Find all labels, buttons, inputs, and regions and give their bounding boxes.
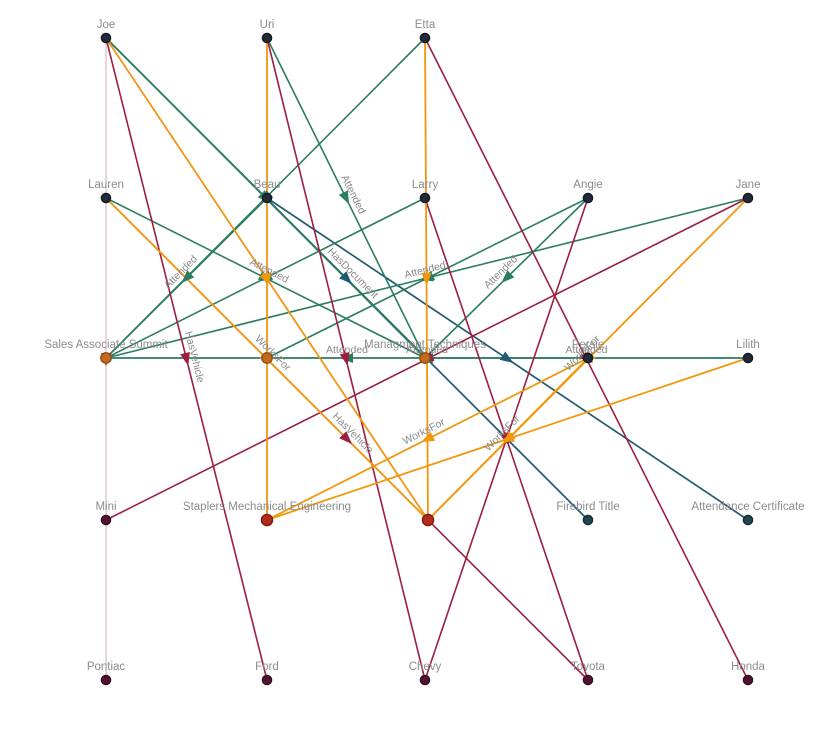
arrowhead-hasvehicle-uri-chevy xyxy=(339,351,350,366)
node-label-sas: Sales Associate Summit xyxy=(44,339,168,351)
node-jane[interactable] xyxy=(742,192,754,204)
node-label-larry: Larry xyxy=(412,179,438,191)
node-label-ford: Ford xyxy=(255,661,279,673)
node-label-joe: Joe xyxy=(97,19,116,31)
node-etta[interactable] xyxy=(419,32,431,44)
edge-label-hasdocument-joe-firebird: HasDocument xyxy=(325,246,381,302)
node-chevy[interactable] xyxy=(419,674,431,686)
node-label-toyota: Toyota xyxy=(571,661,605,673)
node-mini[interactable] xyxy=(100,514,112,526)
node-sas[interactable] xyxy=(100,352,112,364)
node-company2[interactable] xyxy=(421,513,435,527)
arrowhead-worksfor-persie-sme xyxy=(421,431,436,443)
node-label-mini: Mini xyxy=(95,501,116,513)
node-label-sme: Staplers Mechanical Engineering xyxy=(183,501,351,513)
node-uri[interactable] xyxy=(261,32,273,44)
arrowhead-hasdocument-beau-cert xyxy=(499,351,514,363)
node-honda[interactable] xyxy=(742,674,754,686)
edge-label-attended-persie-sas: Attended xyxy=(326,344,368,356)
node-joe[interactable] xyxy=(100,32,112,44)
arrowhead-hasvehicle-lauren-toyota xyxy=(339,431,352,444)
arrowhead-worksfor-lilith-sme xyxy=(500,432,515,442)
node-sme[interactable] xyxy=(260,513,274,527)
node-larry[interactable] xyxy=(419,192,431,204)
node-label-etta: Etta xyxy=(415,19,436,31)
arrowhead-worksfor-joe-company2 xyxy=(259,271,271,285)
node-label-mt: Managment Techniques xyxy=(364,339,486,351)
node-firebird[interactable] xyxy=(582,514,594,526)
node-beau[interactable] xyxy=(261,192,273,204)
node-persie[interactable] xyxy=(582,352,594,364)
node-label-lilith: Lilith xyxy=(736,339,760,351)
node-pontiac[interactable] xyxy=(100,674,112,686)
node-mt[interactable] xyxy=(419,352,431,364)
arrowhead-attended-beau-sas xyxy=(181,270,195,283)
edge-label-attended-lilith-mt: Attended xyxy=(565,344,607,356)
arrowhead-hasvehicle-joe-ford xyxy=(180,351,190,366)
node-cert[interactable] xyxy=(742,514,754,526)
node-label-honda: Honda xyxy=(731,661,765,673)
edge-label-attended-lilith-sas: Attended xyxy=(406,344,448,356)
node-label-cert: Attendance Certificate xyxy=(691,501,804,513)
node-lauren[interactable] xyxy=(100,192,112,204)
edge-label-worksfor-lauren-company2: WorksFor xyxy=(252,333,293,374)
arrowhead-hasdocument-joe-firebird xyxy=(339,271,352,284)
arrowhead-attended-uri-mt xyxy=(338,190,350,205)
node-label-firebird: Firebird Title xyxy=(556,501,619,513)
node-toyota[interactable] xyxy=(582,674,594,686)
node-label-pontiac: Pontiac xyxy=(87,661,126,673)
node-label-persie: Persie xyxy=(572,339,605,351)
node-label-lauren: Lauren xyxy=(88,179,124,191)
node-label-uri: Uri xyxy=(260,19,275,31)
arrowhead-worksfor-etta-company2 xyxy=(421,272,432,286)
node-ford[interactable] xyxy=(261,674,273,686)
node-angie[interactable] xyxy=(582,192,594,204)
node-label-chevy: Chevy xyxy=(409,661,442,673)
node-lilith[interactable] xyxy=(742,352,754,364)
edge-label-hasvehicle-lauren-toyota: HasVehicle xyxy=(330,411,376,457)
arrowhead-attended-angie-mt xyxy=(501,270,515,283)
node-label-beau: Beau xyxy=(254,179,281,191)
node-label-angie: Angie xyxy=(573,179,602,191)
node-event2[interactable] xyxy=(261,352,273,364)
node-label-jane: Jane xyxy=(736,179,761,191)
